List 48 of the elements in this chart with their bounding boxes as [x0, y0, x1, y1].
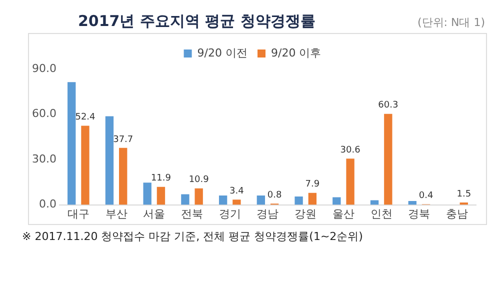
y-tick-label: 60.0 [32, 107, 56, 120]
legend-label: 9/20 이후 [271, 46, 322, 60]
bar [105, 116, 114, 205]
x-tick-label: 강원 [294, 207, 317, 220]
bar [332, 197, 341, 205]
data-label: 0.8 [267, 190, 282, 200]
legend-label: 9/20 이전 [197, 46, 248, 60]
data-label: 11.9 [150, 174, 172, 184]
x-tick-label: 울산 [332, 207, 354, 220]
x-tick-label: 충남 [446, 207, 468, 220]
bar [384, 114, 392, 205]
bar [346, 158, 354, 205]
data-label: 0.4 [418, 191, 434, 202]
bar [232, 200, 241, 205]
bar [256, 195, 266, 205]
data-label: 52.4 [75, 112, 96, 123]
bar [408, 201, 416, 205]
bar [68, 82, 76, 205]
x-tick-label: 경북 [408, 207, 430, 220]
data-label: 1.5 [456, 189, 472, 200]
data-label: 3.4 [230, 186, 244, 197]
data-label: 60.3 [378, 100, 398, 111]
chart-title: 2017년 주요지역 평균 청약경쟁률 [78, 12, 316, 31]
y-tick-label: 30.0 [32, 152, 56, 166]
x-tick-label: 경기 [218, 207, 241, 220]
bar [143, 182, 152, 205]
x-tick-label: 부산 [105, 207, 128, 220]
y-tick-label: 90.0 [32, 62, 56, 75]
x-tick-label: 전북 [181, 207, 204, 220]
bar [81, 126, 90, 205]
chart-subtitle: (단위: N대 1) [417, 15, 485, 30]
x-tick-label: 인천 [370, 207, 392, 220]
x-tick-label: 경남 [256, 207, 279, 220]
x-tick-label: 서울 [143, 207, 166, 220]
data-label: 30.6 [340, 145, 361, 156]
data-label: 10.9 [188, 175, 210, 186]
data-label: 37.7 [113, 134, 134, 145]
y-tick-label: 0.0 [38, 198, 56, 211]
bar [218, 195, 228, 205]
bar [294, 196, 303, 205]
bar [119, 148, 128, 205]
bar [181, 194, 190, 205]
text: ※ 2017.11.20 청약접수 마감 기준, 전체 평균 청약경쟁률(1~2순위) [22, 229, 364, 244]
x-tick-label: 대구 [67, 207, 90, 220]
bar [194, 188, 203, 205]
bar [156, 186, 166, 205]
data-label: 7.9 [305, 180, 320, 190]
bar [308, 192, 317, 205]
